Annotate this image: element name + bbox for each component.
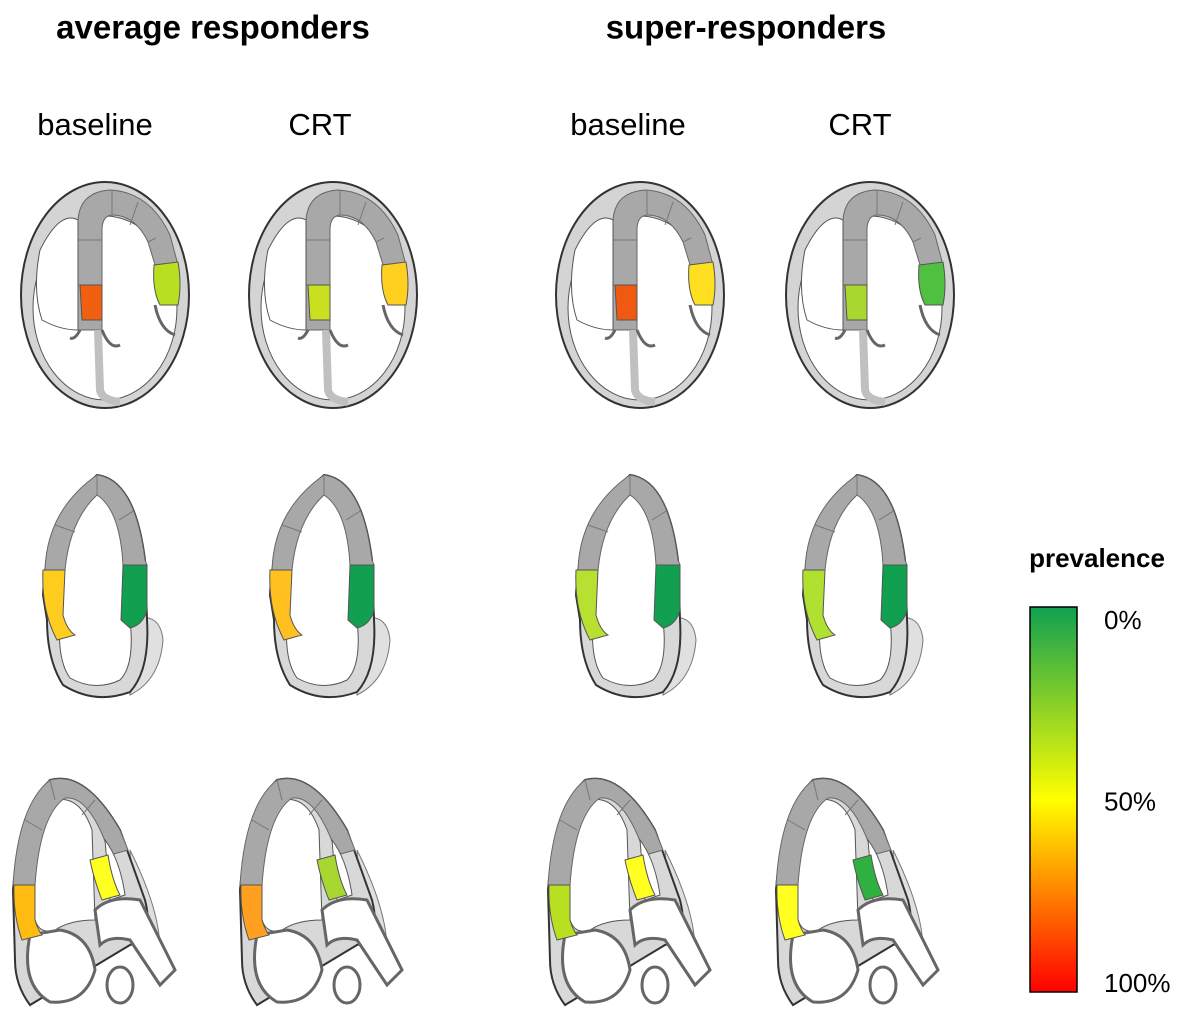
four-chamber-view [556,182,724,408]
segment [689,262,715,305]
segment [121,565,147,628]
color-bar [1030,607,1077,992]
aorta [858,899,938,985]
legend-tick-label: 100% [1104,968,1171,998]
vessel [642,967,668,1003]
segment [382,262,408,305]
three-chamber-view [13,779,175,1005]
column-label: CRT [828,107,891,142]
column-label: CRT [288,107,351,142]
two-chamber-view [270,475,390,697]
legend-title: prevalence [1029,543,1165,573]
segment [881,565,907,628]
segment [845,285,867,320]
segment [348,565,374,628]
three-chamber-view [240,779,402,1005]
four-chamber-view [786,182,954,408]
segment [154,262,180,305]
two-chamber-view [576,475,696,697]
group-title: super-responders [606,9,887,46]
column-label: baseline [570,107,685,142]
segment [615,285,637,320]
segment [308,285,330,320]
segment [919,262,945,305]
legend-tick-label: 0% [1104,605,1142,635]
segment [80,285,102,320]
four-chamber-view [249,182,417,408]
three-chamber-view [548,779,710,1005]
three-chamber-view [776,779,938,1005]
vessel [334,967,360,1003]
four-chamber-view [21,182,189,408]
aorta [630,899,710,985]
vessel [870,967,896,1003]
aorta [95,899,175,985]
legend-tick-label: 50% [1104,786,1156,816]
group-title: average responders [56,9,370,46]
two-chamber-view [43,475,163,697]
two-chamber-view [803,475,923,697]
aorta [322,899,402,985]
vessel [107,967,133,1003]
segment [654,565,680,628]
column-label: baseline [37,107,152,142]
